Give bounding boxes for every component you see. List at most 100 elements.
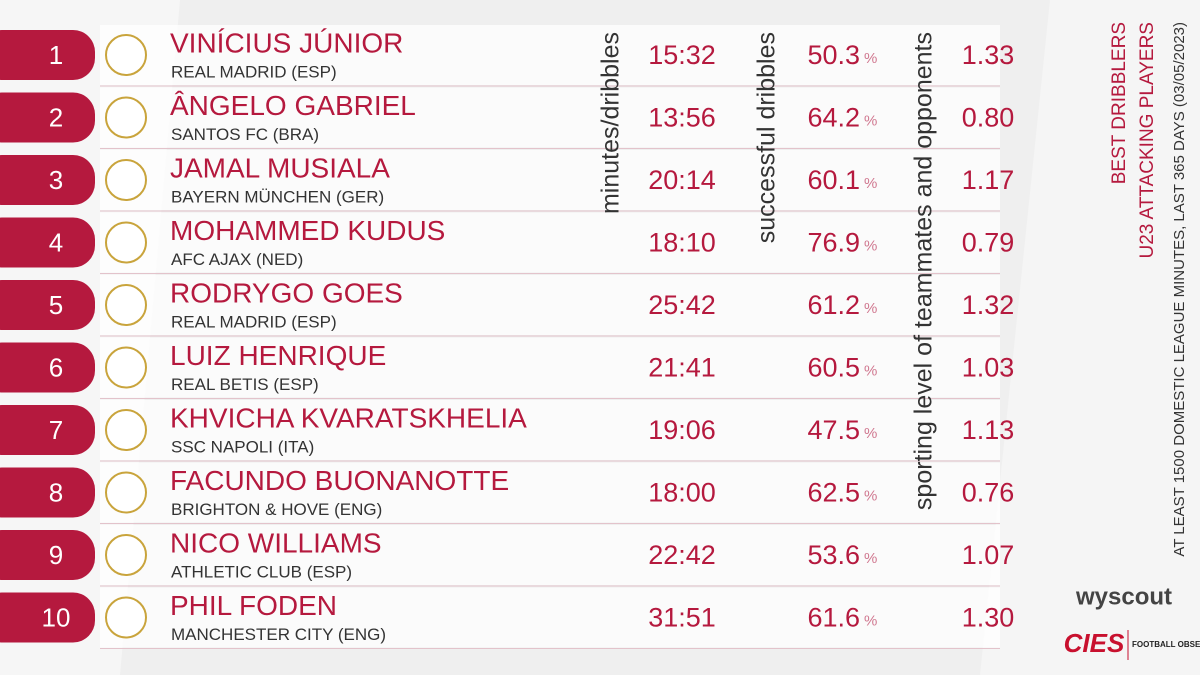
- player-name: MOHAMMED KUDUS: [170, 215, 445, 246]
- subtitle: U23 ATTACKING PLAYERS: [1137, 22, 1158, 259]
- column-header: minutes/dribbles: [597, 32, 625, 214]
- club-name: REAL MADRID (ESP): [171, 62, 337, 81]
- row-panel: [100, 400, 1000, 460]
- club-name: SANTOS FC (BRA): [171, 125, 319, 144]
- rank-tab: [0, 405, 95, 455]
- success-rate: 64.2: [807, 103, 860, 133]
- club-logo: [105, 471, 147, 514]
- minutes-per-dribble: 31:51: [648, 603, 716, 633]
- club-name: MANCHESTER CITY (ENG): [171, 625, 386, 644]
- player-name: FACUNDO BUONANOTTE: [170, 465, 509, 496]
- minutes-per-dribble: 22:42: [648, 540, 716, 570]
- rank: 4: [49, 227, 63, 257]
- percent-sign: %: [864, 175, 877, 192]
- club-logo: [105, 534, 147, 576]
- column-header: sporting level of teammates and opponent…: [910, 32, 938, 510]
- player-name: KHVICHA KVARATSKHELIA: [170, 402, 527, 433]
- club-name: REAL BETIS (ESP): [171, 375, 319, 394]
- club-logo: [105, 284, 147, 326]
- rank-tab: [0, 30, 95, 80]
- club-name: BAYERN MÜNCHEN (GER): [171, 187, 384, 206]
- rank: 9: [49, 540, 63, 570]
- column-header: successful dribbles: [753, 32, 781, 243]
- rank: 1: [49, 40, 63, 70]
- level: 0.76: [962, 478, 1015, 508]
- row-panel: [100, 212, 1000, 273]
- player-name: ÂNGELO GABRIEL: [170, 90, 416, 121]
- player-name: PHIL FODEN: [170, 590, 337, 621]
- level: 0.79: [962, 228, 1015, 258]
- row-panel: [100, 25, 1000, 85]
- success-rate: 61.2: [807, 290, 860, 320]
- rank: 10: [42, 602, 71, 632]
- minutes-per-dribble: 20:14: [648, 165, 716, 195]
- percent-sign: %: [864, 362, 877, 379]
- minutes-per-dribble: 19:06: [648, 415, 716, 445]
- level: 1.17: [962, 165, 1015, 195]
- level: 1.07: [962, 540, 1015, 570]
- brand-sub: FOOTBALL OBSERVATORY: [1132, 640, 1200, 649]
- club-logo: [105, 346, 147, 389]
- level: 1.13: [962, 415, 1015, 445]
- club-logo: [105, 409, 147, 451]
- club-name: AFC AJAX (NED): [171, 250, 303, 269]
- level: 1.33: [962, 40, 1015, 70]
- club-name: BRIGHTON & HOVE (ENG): [171, 500, 382, 519]
- percent-sign: %: [864, 300, 877, 317]
- success-rate: 53.6: [807, 540, 860, 570]
- rank: 7: [49, 415, 63, 445]
- percent-sign: %: [864, 237, 877, 254]
- rank-tab: [0, 280, 95, 330]
- minutes-per-dribble: 25:42: [648, 290, 716, 320]
- club-name: REAL MADRID (ESP): [171, 312, 337, 331]
- player-name: VINÍCIUS JÚNIOR: [170, 27, 403, 58]
- rank-tab: [0, 467, 95, 518]
- rank-tab: [0, 155, 95, 205]
- percent-sign: %: [864, 50, 877, 67]
- brand: wyscout: [1075, 583, 1172, 610]
- rank-tab: [0, 592, 95, 643]
- title: BEST DRIBBLERS: [1109, 22, 1130, 184]
- level: 1.03: [962, 353, 1015, 383]
- level: 1.30: [962, 603, 1015, 633]
- rank: 3: [49, 165, 63, 195]
- rank: 6: [49, 352, 63, 382]
- club-logo: [105, 596, 147, 639]
- success-rate: 50.3: [807, 40, 860, 70]
- rank: 8: [49, 477, 63, 507]
- club-logo: [105, 221, 147, 264]
- percent-sign: %: [864, 550, 877, 567]
- percent-sign: %: [864, 612, 877, 629]
- rank-tab: [0, 92, 95, 143]
- row-panel: [100, 462, 1000, 523]
- success-rate: 60.5: [807, 353, 860, 383]
- player-name: RODRYGO GOES: [170, 277, 403, 308]
- rank-tab: [0, 530, 95, 580]
- club-logo: [105, 34, 147, 76]
- minutes-per-dribble: 21:41: [648, 353, 716, 383]
- minutes-per-dribble: 18:10: [648, 228, 716, 258]
- club-logo: [105, 159, 147, 201]
- success-rate: 76.9: [807, 228, 860, 258]
- rank: 2: [49, 102, 63, 132]
- player-name: NICO WILLIAMS: [170, 527, 382, 558]
- rank-tab: [0, 217, 95, 268]
- success-rate: 60.1: [807, 165, 860, 195]
- level: 0.80: [962, 103, 1015, 133]
- row-panel: [100, 587, 1000, 648]
- player-name: LUIZ HENRIQUE: [170, 340, 386, 371]
- row-panel: [100, 337, 1000, 398]
- player-name: JAMAL MUSIALA: [170, 152, 390, 183]
- percent-sign: %: [864, 112, 877, 129]
- row-panel: [100, 150, 1000, 210]
- row-panel: [100, 525, 1000, 585]
- club-logo: [105, 96, 147, 139]
- brand: CIES: [1064, 628, 1125, 658]
- row-panel: [100, 275, 1000, 335]
- level: 1.32: [962, 290, 1015, 320]
- rank-tab: [0, 342, 95, 393]
- note: AT LEAST 1500 DOMESTIC LEAGUE MINUTES, L…: [1171, 22, 1188, 557]
- success-rate: 62.5: [807, 478, 860, 508]
